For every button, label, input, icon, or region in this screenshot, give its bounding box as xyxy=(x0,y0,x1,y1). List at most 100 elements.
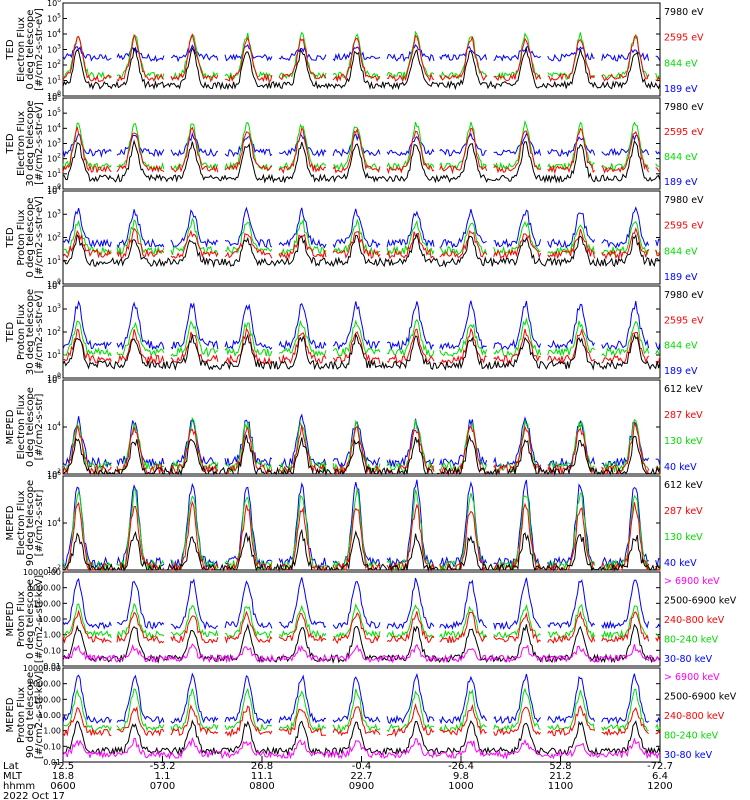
legend-entry: 30-80 keV xyxy=(664,750,713,761)
y-tick-label: 0.01 xyxy=(43,758,61,767)
y-tick-label: 105 xyxy=(47,107,61,118)
y-axis-label-line: MEPED xyxy=(5,697,16,732)
y-axis-label-line: TED xyxy=(5,39,16,60)
y-axis-label-line: TED xyxy=(5,322,16,343)
series-trace-612-kev xyxy=(62,434,661,476)
legend-entry: 287 keV xyxy=(664,506,703,517)
x-tick-hhmm: 1000 xyxy=(448,781,473,792)
x-tick-hhmm: 1200 xyxy=(647,781,672,792)
hhmm-row-label: hhmm xyxy=(3,781,35,792)
y-tick-label: 102 xyxy=(47,232,61,243)
y-tick-label: 10.00 xyxy=(38,711,61,720)
legend-entry: 7980 eV xyxy=(664,290,704,301)
series-trace-2595-ev xyxy=(62,126,661,175)
legend-entry: 189 eV xyxy=(664,84,698,95)
legend-entry: 844 eV xyxy=(664,341,698,352)
series-trace-844-ev xyxy=(62,30,661,82)
x-tick-hhmm: 0700 xyxy=(150,781,175,792)
x-tick-mlt: 6.4 xyxy=(652,771,668,782)
y-tick-label: 102 xyxy=(47,153,61,164)
x-tick-mlt: 22.7 xyxy=(350,771,372,782)
y-tick-label: 106 xyxy=(47,374,61,385)
series-trace-2500-6900-kev xyxy=(62,623,661,664)
series-trace-189-ev xyxy=(62,43,661,63)
y-axis-label-line: Proton Flux xyxy=(16,591,27,647)
y-tick-label: 100.00 xyxy=(33,695,61,704)
x-tick-mlt: 9.8 xyxy=(453,771,469,782)
y-axis-label-line: Proton Flux xyxy=(16,687,27,743)
y-tick-label: 10.00 xyxy=(38,615,61,624)
y-axis-label-line: TED xyxy=(5,133,16,154)
y-tick-label: 106 xyxy=(47,0,61,8)
y-tick-label: 10000.00 xyxy=(23,568,61,577)
legend-entry: 80-240 keV xyxy=(664,731,719,742)
panel-p7: 10000.00 1000.00 100.00 10.00 1.00 0.10 0.01 ME… xyxy=(5,568,737,671)
series-trace-7980-ev xyxy=(62,332,661,371)
series-trace-7980-ev xyxy=(62,139,661,184)
y-tick-label: 101 xyxy=(47,168,61,179)
y-axis-label-line: 0 deg telescope xyxy=(25,579,36,659)
legend-entry: 240-800 keV xyxy=(664,711,725,722)
legend-entry: 130 keV xyxy=(664,436,703,447)
series-trace-844-ev xyxy=(62,217,661,257)
legend-entry: 130 keV xyxy=(664,532,703,543)
y-axis-label-line: 90 deg telescope xyxy=(25,480,36,566)
legend-entry: 844 eV xyxy=(664,152,698,163)
y-tick-label: 0.10 xyxy=(43,742,61,751)
y-tick-label: 102 xyxy=(47,59,61,70)
y-axis-label-line: TED xyxy=(5,227,16,248)
y-tick-label: 102 xyxy=(47,468,61,479)
y-axis-label-line: 90 deg telescope xyxy=(25,672,36,758)
legend-entry: 287 keV xyxy=(664,410,703,421)
legend-entry: 40 keV xyxy=(664,462,697,473)
series-trace-7980-ev xyxy=(62,232,661,268)
legend-entry: > 6900 keV xyxy=(664,672,720,683)
legend-entry: 240-800 keV xyxy=(664,615,725,626)
y-tick-label: 103 xyxy=(47,138,61,149)
panel-frame xyxy=(62,190,661,285)
series-trace-287-kev xyxy=(62,500,661,572)
y-axis-label-line: [#/cm2-s-str-keV] xyxy=(34,575,45,663)
legend-entry: 189 eV xyxy=(664,366,698,377)
y-tick-label: 104 xyxy=(47,517,61,528)
y-tick-label: 0.10 xyxy=(43,646,61,655)
y-tick-label: 100 xyxy=(47,183,61,194)
x-tick-lat: -0.4 xyxy=(352,761,372,772)
series-trace-287-kev xyxy=(62,420,661,476)
legend-entry: 2595 eV xyxy=(664,221,704,232)
y-axis-label-line: Electron Flux xyxy=(16,17,27,82)
y-tick-label: 1.00 xyxy=(43,631,61,640)
x-tick-lat: 72.5 xyxy=(52,761,74,772)
y-tick-label: 100 xyxy=(47,90,61,101)
legend-entry: 30-80 keV xyxy=(664,654,713,665)
y-tick-label: 102 xyxy=(47,326,61,337)
series-trace-80-240-kev xyxy=(62,687,661,734)
legend-entry: 80-240 keV xyxy=(664,635,719,646)
legend-entry: 612 keV xyxy=(664,384,703,395)
x-tick-lat: 26.8 xyxy=(251,761,273,772)
y-tick-label: 0.01 xyxy=(43,662,61,671)
y-axis-label-line: [#/cm2-s-str-eV] xyxy=(34,196,45,279)
y-tick-label: 103 xyxy=(47,208,61,219)
y-tick-label: 104 xyxy=(47,122,61,133)
y-axis-label-line: 30 deg telescope xyxy=(25,100,36,186)
legend-entry: 189 eV xyxy=(664,272,698,283)
legend-entry: 612 keV xyxy=(664,480,703,491)
legend-entry: 7980 eV xyxy=(664,7,704,18)
y-tick-label: 102 xyxy=(47,564,61,575)
legend-entry: 844 eV xyxy=(664,246,698,257)
series-trace-189-ev xyxy=(62,300,661,351)
y-axis-label-line: MEPED xyxy=(5,409,16,444)
legend-entry: 2595 eV xyxy=(664,33,704,44)
y-axis-label-line: Electron Flux xyxy=(16,394,27,459)
y-tick-label: 106 xyxy=(47,92,61,103)
legend-entry: 844 eV xyxy=(664,58,698,69)
legend-entry: 2595 eV xyxy=(664,127,704,138)
y-tick-label: 10000.00 xyxy=(23,664,61,673)
legend-entry: 7980 eV xyxy=(664,102,704,113)
